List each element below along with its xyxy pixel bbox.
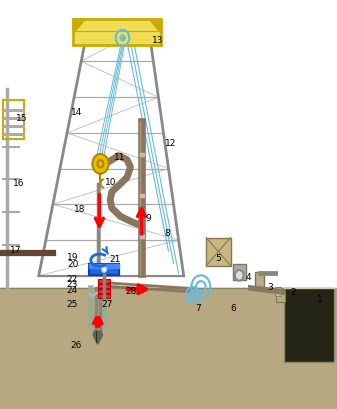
Text: 11: 11 [114, 153, 125, 162]
Bar [98, 280, 110, 283]
Text: 22: 22 [66, 274, 78, 283]
Text: 6: 6 [231, 303, 237, 312]
Polygon shape [89, 265, 119, 268]
Text: 16: 16 [13, 179, 24, 188]
Polygon shape [149, 20, 161, 34]
Text: 12: 12 [164, 139, 176, 148]
Bar [139, 235, 145, 240]
Bar [233, 265, 246, 280]
Bar [275, 288, 281, 297]
Text: 27: 27 [101, 299, 113, 308]
Text: 25: 25 [66, 299, 78, 308]
Circle shape [102, 267, 106, 272]
Text: 2: 2 [291, 287, 297, 296]
Text: 24: 24 [66, 285, 78, 294]
Text: 3: 3 [267, 282, 273, 291]
Bar [98, 294, 110, 298]
Polygon shape [93, 331, 102, 335]
Bar [98, 290, 110, 293]
Text: 26: 26 [70, 340, 82, 349]
Text: 17: 17 [10, 245, 22, 254]
Bar [276, 292, 285, 302]
Text: 8: 8 [164, 229, 170, 238]
Bar [3, 101, 24, 140]
Bar [139, 153, 145, 158]
Bar [255, 272, 264, 289]
Bar [98, 285, 110, 288]
Bar [206, 238, 231, 266]
Text: 7: 7 [195, 303, 201, 312]
Text: 1: 1 [317, 294, 323, 303]
Circle shape [92, 155, 109, 174]
Text: 10: 10 [104, 178, 116, 187]
Text: 28: 28 [125, 287, 137, 296]
Text: 15: 15 [16, 114, 28, 123]
Text: 5: 5 [216, 253, 221, 262]
Text: 13: 13 [152, 36, 164, 45]
Text: 20: 20 [67, 259, 79, 268]
Polygon shape [93, 335, 102, 344]
Bar [284, 288, 334, 362]
Text: 23: 23 [66, 280, 78, 289]
Bar [73, 20, 161, 46]
Text: 9: 9 [145, 213, 151, 222]
Text: 19: 19 [67, 253, 79, 262]
Circle shape [235, 270, 244, 281]
Text: 18: 18 [74, 205, 86, 214]
Polygon shape [73, 20, 85, 34]
Text: 4: 4 [246, 273, 252, 282]
Bar [139, 194, 145, 199]
Text: 14: 14 [71, 108, 82, 117]
Bar [89, 265, 119, 275]
Text: 21: 21 [110, 254, 121, 263]
